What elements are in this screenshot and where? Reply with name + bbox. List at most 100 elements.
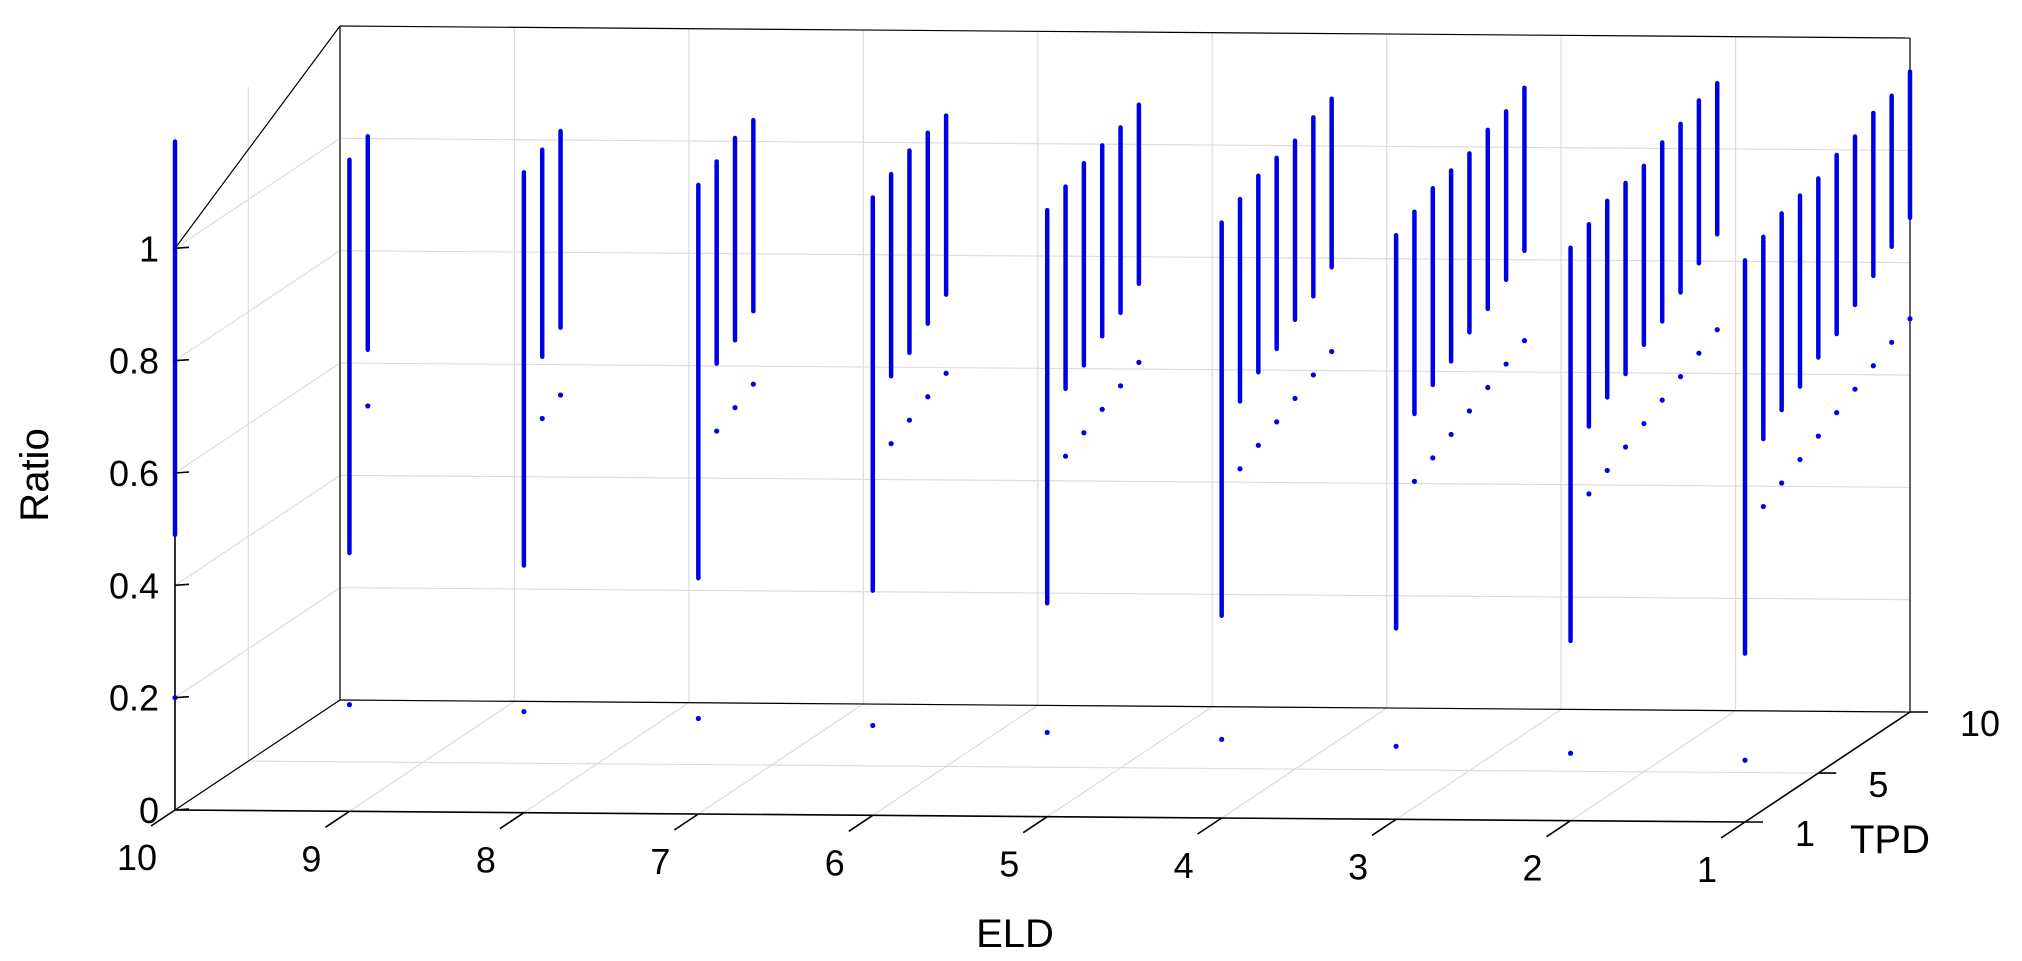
grid-line-floor [872, 704, 1039, 816]
x-tick-label: 6 [825, 842, 845, 883]
z-tick-label: 0.2 [109, 678, 159, 719]
data-point [1797, 456, 1803, 463]
data-point [695, 715, 701, 722]
grid-line-side-wall [174, 587, 341, 699]
grid-line-back-wall [339, 250, 1911, 264]
data-point [1062, 453, 1069, 459]
grid-line-floor [248, 760, 1819, 774]
data-point [1485, 384, 1491, 391]
x-tick-mark [1720, 821, 1746, 839]
data-point [1586, 491, 1592, 497]
data-point [1255, 442, 1261, 448]
grid-line-side-wall [174, 362, 341, 474]
data-point [172, 695, 178, 701]
x-tick-mark [499, 812, 525, 830]
z-tick-mark [174, 246, 190, 250]
x-tick-label: 7 [650, 841, 670, 882]
data-point [521, 708, 527, 715]
grid-line-floor [523, 702, 690, 814]
data-point [1448, 431, 1454, 438]
back-bottom-edge [339, 699, 1911, 713]
data-point [1742, 757, 1748, 763]
x-tick-mark [673, 813, 699, 831]
data-point [1081, 430, 1087, 436]
data-point [1641, 420, 1647, 427]
y-tick-label: 5 [1868, 764, 1888, 805]
x-tick-label: 9 [301, 838, 321, 879]
data-point [714, 428, 720, 434]
z-axis-label: Ratio [13, 428, 57, 521]
x-axis-label: ELD [976, 912, 1054, 956]
data-point [906, 417, 913, 423]
axes-box [174, 25, 1911, 823]
axis-ticks: 0 0.2 0.4 0.6 0.8 1 10 9 8 7 6 5 4 3 2 1 1 5 10 [109, 228, 2000, 890]
x-tick-mark [848, 814, 874, 832]
grid-line-floor [1570, 710, 1736, 822]
data-points [172, 69, 1913, 763]
grid-line-back-wall [339, 587, 1911, 601]
y-axis-label: TPD [1850, 818, 1930, 862]
data-point [1292, 395, 1298, 402]
left-top-edge [174, 25, 341, 249]
z-tick-mark [174, 808, 190, 811]
x-tick-label: 8 [476, 840, 496, 881]
data-point [1393, 743, 1399, 749]
data-point [1310, 372, 1316, 378]
data-point [1117, 383, 1124, 389]
grid-line-floor [1221, 707, 1387, 819]
data-point [1907, 316, 1913, 322]
grid-line-side-wall [174, 137, 341, 249]
data-point [365, 403, 371, 409]
grid-line-back-wall [339, 362, 1911, 376]
data-point [1567, 750, 1574, 756]
data-point [1604, 467, 1610, 474]
grid-line-back-wall [339, 137, 1911, 151]
back-top-edge [339, 25, 1911, 39]
data-point [1622, 444, 1629, 450]
data-point [539, 415, 545, 422]
data-point [1411, 478, 1418, 484]
x-tick-label: 1 [1697, 849, 1717, 890]
data-point [1503, 361, 1509, 367]
data-point [1659, 397, 1665, 403]
data-point [1889, 339, 1895, 345]
x-axis-line [174, 809, 1746, 823]
data-point [1237, 466, 1243, 472]
x-tick-label: 2 [1523, 848, 1543, 889]
data-point [1834, 410, 1840, 416]
data-point [1815, 433, 1821, 439]
data-point [1099, 406, 1105, 412]
data-point [1521, 338, 1528, 344]
grid-line-side-wall [174, 474, 341, 586]
y-axis-line [1744, 711, 1911, 823]
x-tick-label: 10 [117, 837, 157, 878]
data-point [1714, 327, 1720, 333]
data-point [1044, 729, 1050, 736]
z-tick-mark [174, 471, 190, 474]
z-tick-mark [174, 358, 190, 362]
data-point [870, 722, 876, 729]
z-tick-label: 0 [139, 790, 159, 831]
z-tick-mark [174, 695, 190, 699]
x-tick-label: 5 [999, 844, 1019, 885]
x-tick-mark [1546, 820, 1571, 838]
y-tick-label: 1 [1795, 813, 1815, 854]
data-point [346, 702, 353, 708]
z-tick-label: 0.8 [109, 341, 159, 382]
data-point [1466, 408, 1473, 414]
left-bottom-edge [174, 699, 341, 811]
data-point [1677, 374, 1684, 380]
data-point [925, 394, 931, 400]
data-point [1779, 480, 1785, 486]
grid-line-floor [1046, 706, 1213, 818]
grid-line-floor [698, 703, 864, 815]
x-tick-mark [1371, 818, 1397, 836]
x-tick-mark [325, 810, 350, 828]
x-tick-mark [1022, 816, 1048, 834]
data-point [557, 392, 564, 398]
data-point [732, 405, 738, 411]
data-point [1852, 386, 1858, 392]
grid-line-floor [1395, 708, 1562, 820]
data-point [1870, 363, 1876, 369]
